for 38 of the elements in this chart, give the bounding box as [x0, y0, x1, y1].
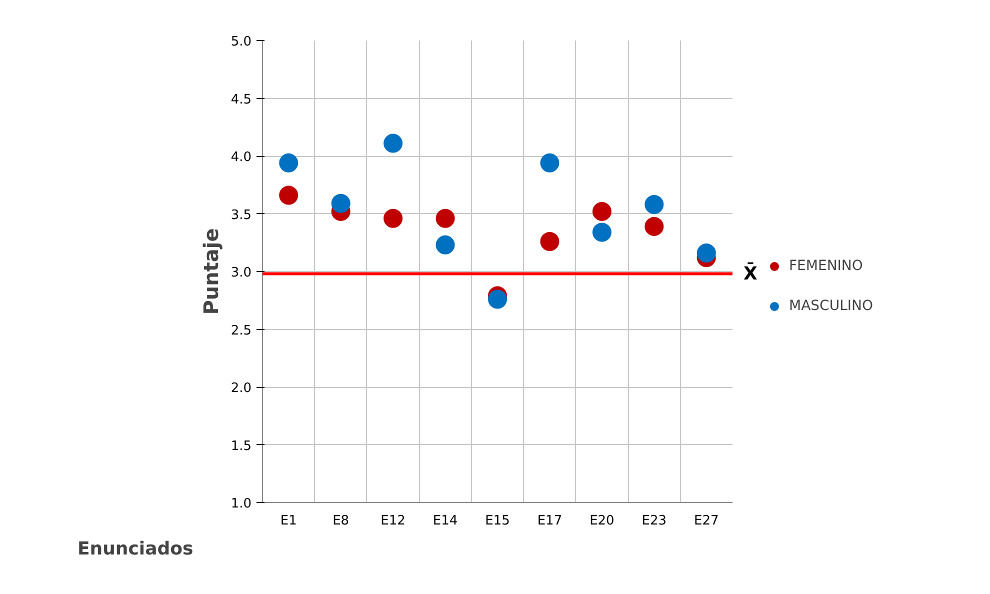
y-axis-title: Puntaje	[198, 228, 223, 315]
legend-label: FEMENINO	[789, 258, 863, 274]
point	[592, 202, 612, 221]
y-tick-label: 4.0	[230, 150, 252, 165]
y-tick-label: 2.0	[230, 381, 252, 396]
point	[279, 153, 298, 172]
x-tick-label: E12	[380, 514, 406, 528]
point	[644, 216, 664, 236]
x-tick-label: E14	[432, 514, 458, 528]
x-tick-label: E23	[642, 514, 667, 528]
y-tick-label: 4.5	[230, 92, 252, 108]
point	[488, 290, 507, 309]
x-tick-label: E8	[332, 514, 350, 528]
y-tick-label: 1.0	[230, 496, 252, 512]
point	[540, 153, 560, 172]
point	[592, 222, 612, 242]
point	[279, 186, 298, 205]
legend-label: MASCULINO	[789, 298, 873, 314]
point	[696, 244, 716, 262]
y-tick-label: 3.0	[230, 266, 252, 280]
point	[540, 232, 560, 251]
y-tick-label: 3.5	[230, 208, 252, 223]
x-axis-title: Enunciados	[78, 538, 194, 560]
point	[384, 134, 403, 153]
point	[644, 195, 664, 214]
y-tick-label: 5.0	[230, 34, 252, 50]
x-tick-label: E20	[590, 514, 614, 528]
y-tick-label: 1.5	[230, 438, 252, 454]
point	[331, 194, 350, 213]
point	[436, 208, 455, 228]
x-tick-label: E17	[537, 514, 562, 528]
x-tick-label: E1	[280, 514, 297, 528]
point	[384, 208, 403, 228]
point	[436, 235, 455, 254]
y-tick-label: 2.5	[230, 323, 252, 338]
ref-line-label: X̄	[744, 262, 758, 284]
x-tick-label: E27	[694, 514, 719, 528]
x-tick-label: E15	[485, 514, 510, 528]
